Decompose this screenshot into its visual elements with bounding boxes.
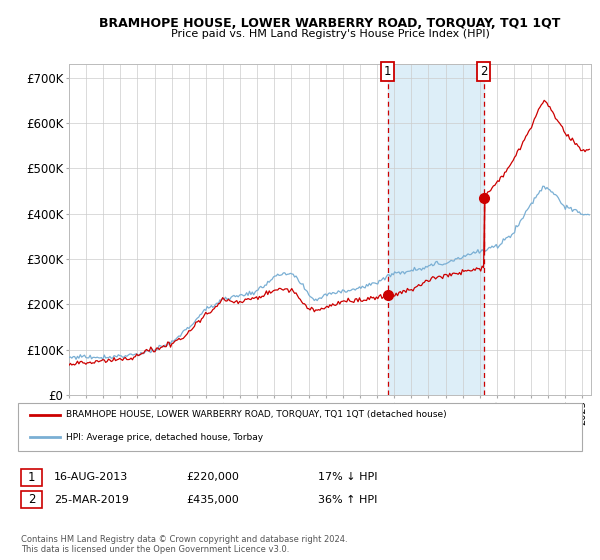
Text: 1: 1 (28, 470, 35, 484)
Text: £220,000: £220,000 (186, 472, 239, 482)
Text: BRAMHOPE HOUSE, LOWER WARBERRY ROAD, TORQUAY, TQ1 1QT (detached house): BRAMHOPE HOUSE, LOWER WARBERRY ROAD, TOR… (66, 410, 446, 419)
Text: HPI: Average price, detached house, Torbay: HPI: Average price, detached house, Torb… (66, 432, 263, 442)
Text: 2: 2 (480, 65, 487, 78)
Text: 2: 2 (28, 493, 35, 506)
Text: 16-AUG-2013: 16-AUG-2013 (54, 472, 128, 482)
Text: BRAMHOPE HOUSE, LOWER WARBERRY ROAD, TORQUAY, TQ1 1QT: BRAMHOPE HOUSE, LOWER WARBERRY ROAD, TOR… (100, 17, 560, 30)
Bar (388, 64, 484, 395)
Text: Price paid vs. HM Land Registry's House Price Index (HPI): Price paid vs. HM Land Registry's House … (170, 29, 490, 39)
Text: 1: 1 (384, 65, 391, 78)
Text: 17% ↓ HPI: 17% ↓ HPI (318, 472, 377, 482)
Text: £435,000: £435,000 (186, 494, 239, 505)
Text: 36% ↑ HPI: 36% ↑ HPI (318, 494, 377, 505)
Text: Contains HM Land Registry data © Crown copyright and database right 2024.
This d: Contains HM Land Registry data © Crown c… (21, 535, 347, 554)
Text: 25-MAR-2019: 25-MAR-2019 (54, 494, 129, 505)
